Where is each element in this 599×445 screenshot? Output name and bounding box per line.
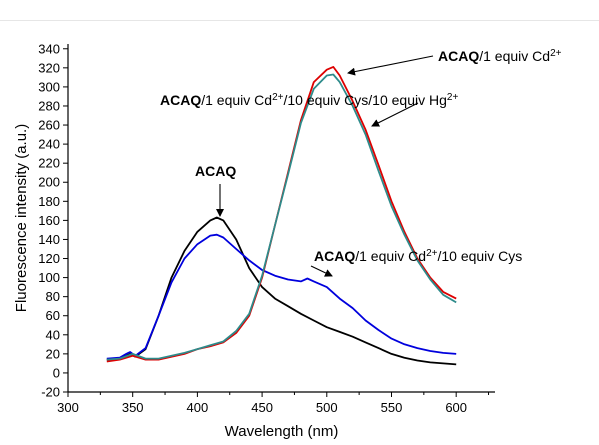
annotation-text: /1 equiv Cd: [355, 248, 426, 264]
y-tick-label: -20: [41, 385, 60, 400]
chart-axes: 300 350 400 450 500 550 600 -20 0 20 40 60 80 100 120 1…: [38, 41, 495, 415]
x-tick-label: 350: [122, 400, 144, 415]
y-tick-label: 340: [38, 41, 60, 56]
y-tick-label: 100: [38, 270, 60, 285]
y-tick-label: 320: [38, 60, 60, 75]
chart-annotations: ACAQ/1 equiv Cd2+ACAQ/1 equiv Cd2+/10 eq…: [160, 48, 562, 277]
annotation-text: ACAQ: [314, 248, 355, 264]
y-tick-label: 280: [38, 98, 60, 113]
x-tick-label: 450: [251, 400, 273, 415]
y-tick-label: 80: [46, 289, 60, 304]
annotation-text: ACAQ: [195, 163, 236, 179]
annotation-arrow: [371, 102, 419, 127]
y-tick-label: 300: [38, 79, 60, 94]
y-tick-label: 180: [38, 194, 60, 209]
annotation-arrow: [310, 265, 333, 277]
chart-series: [106, 66, 457, 366]
annotation-text: ACAQ: [438, 48, 479, 64]
y-tick-label: 200: [38, 175, 60, 190]
y-tick-label: 60: [46, 308, 60, 323]
annotation-arrow: [347, 55, 434, 76]
annotation-text: /10 equiv Cys: [437, 248, 522, 264]
x-tick-label: 550: [381, 400, 403, 415]
x-tick-label: 600: [445, 400, 467, 415]
annotation-text: /10 equiv Cys/10 equiv Hg: [283, 92, 446, 108]
window-top-bar: [0, 0, 599, 21]
y-tick-label: 220: [38, 156, 60, 171]
y-tick-label: 160: [38, 213, 60, 228]
x-tick-label: 300: [57, 400, 79, 415]
annotation-text: /1 equiv Cd: [201, 92, 272, 108]
superscript: 2+: [272, 92, 284, 103]
x-tick-label: 500: [316, 400, 338, 415]
x-axis-title: Wavelength (nm): [225, 423, 339, 440]
superscript: 2+: [550, 48, 562, 59]
y-tick-label: 0: [53, 365, 60, 380]
annotation-label: ACAQ: [195, 163, 236, 179]
series-line-1: [106, 216, 457, 366]
y-tick-label: 240: [38, 137, 60, 152]
superscript: 2+: [447, 92, 459, 103]
y-axis-title: Fluorescence intensity (a.u.): [13, 124, 30, 312]
annotation-text: /1 equiv Cd: [479, 48, 550, 64]
annotation-label: ACAQ/1 equiv Cd2+/10 equiv Cys/10 equiv …: [160, 92, 458, 109]
annotation-text: ACAQ: [160, 92, 201, 108]
x-tick-label: 400: [187, 400, 209, 415]
annotation-label: ACAQ/1 equiv Cd2+/10 equiv Cys: [314, 248, 522, 265]
y-tick-label: 120: [38, 251, 60, 266]
series-line-4: [106, 73, 457, 361]
annotation-label: ACAQ/1 equiv Cd2+: [438, 48, 562, 65]
y-tick-label: 260: [38, 118, 60, 133]
series-line-2: [106, 233, 457, 360]
y-tick-label: 140: [38, 232, 60, 247]
y-tick-label: 40: [46, 327, 60, 342]
y-tick-label: 20: [46, 346, 60, 361]
superscript: 2+: [426, 248, 438, 259]
series-line-3: [106, 66, 457, 363]
